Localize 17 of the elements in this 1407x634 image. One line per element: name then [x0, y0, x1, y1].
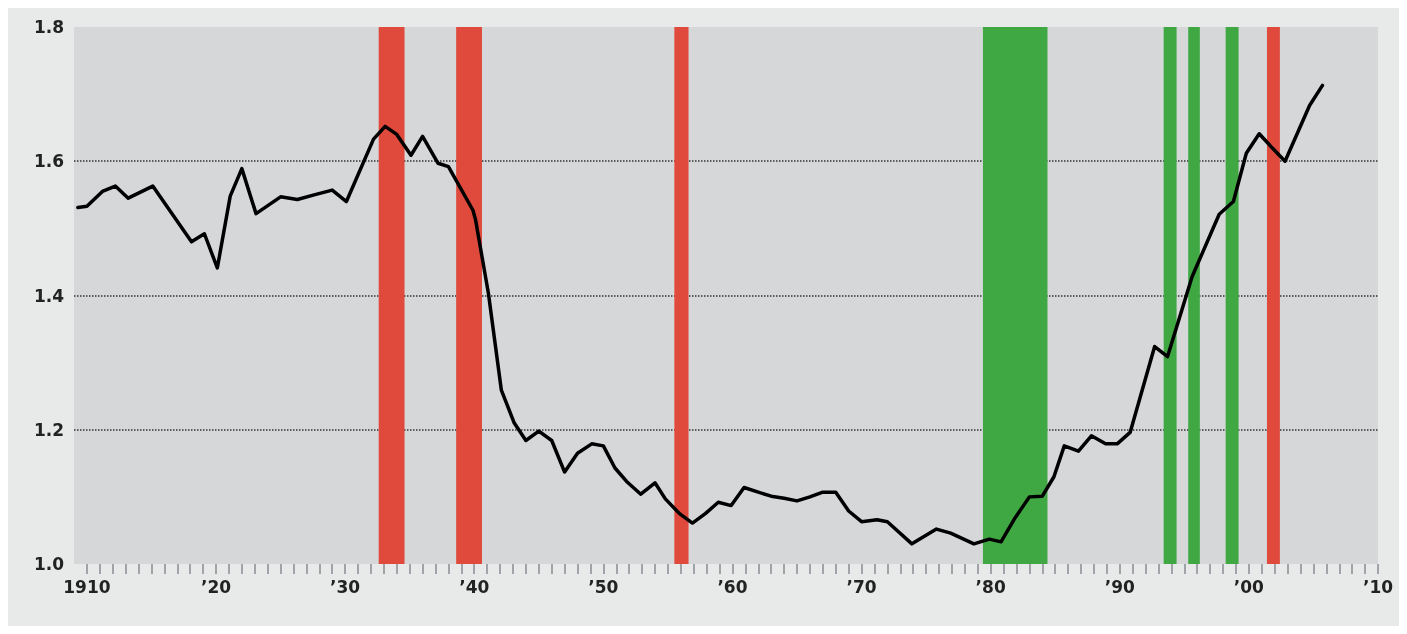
- x-tick-label: ’40: [459, 576, 490, 597]
- x-tick-label: ’00: [1233, 576, 1265, 597]
- x-tick-label: ’50: [588, 576, 619, 597]
- line-series: [76, 83, 1325, 546]
- x-tick-label: ’70: [846, 576, 877, 597]
- x-tick-label: 1910: [63, 576, 111, 597]
- y-tick-label: 1.4: [33, 285, 65, 306]
- y-tick-label: 1.0: [33, 554, 65, 574]
- x-tick-label: ’20: [200, 576, 232, 597]
- y-tick-label: 1.2: [33, 419, 64, 440]
- x-tick-label: ’90: [1104, 576, 1136, 597]
- x-tick-label: ’10: [1362, 576, 1394, 597]
- x-tick-label: ’60: [717, 576, 748, 597]
- y-tick-label: 1.8: [33, 17, 64, 37]
- x-tick-label: ’80: [975, 576, 1006, 597]
- x-tick-label: ’30: [330, 576, 361, 597]
- y-tick-label: 1.6: [33, 151, 64, 172]
